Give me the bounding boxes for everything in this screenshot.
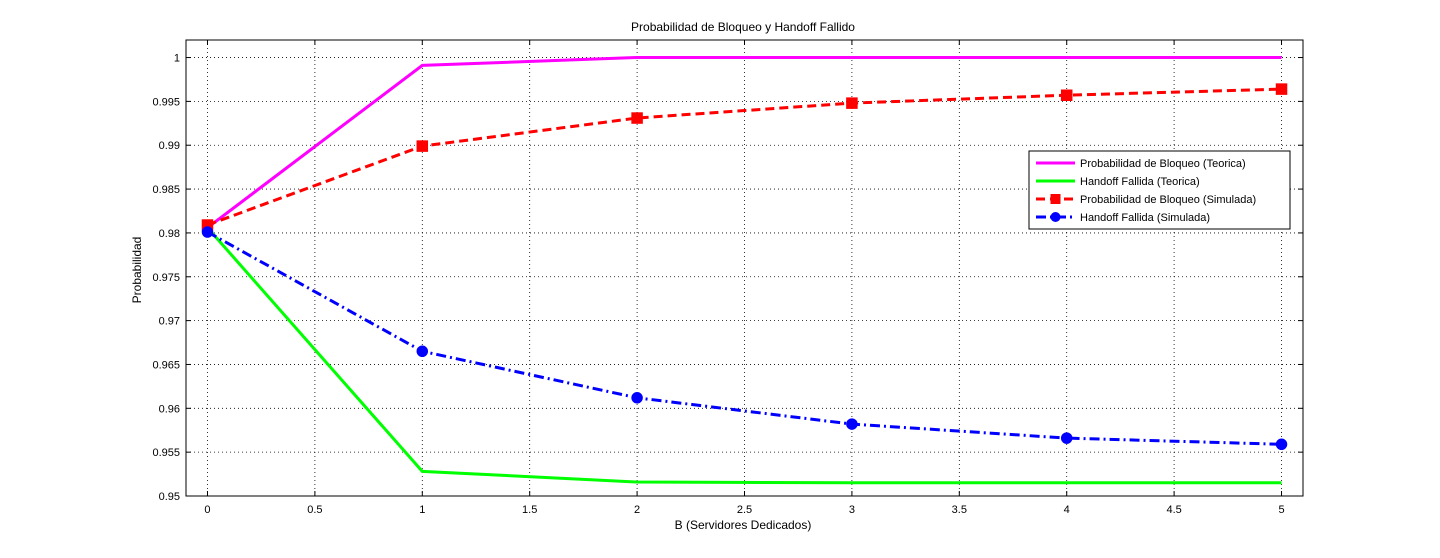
series-group: [201, 56, 1288, 485]
series-2-point: [1275, 83, 1288, 95]
x-tick-label: 4.5: [1166, 504, 1181, 516]
axis-ticks: 0 0.5 1 1.5 2 2.5 3 3.5 4 4.5 5 0.95 0.955 0.96 0.965 0…: [152, 40, 1303, 516]
x-tick-label: 0: [204, 504, 210, 516]
x-tick-label: 4: [1064, 504, 1070, 516]
chart-title: Probabilidad de Bloqueo y Handoff Fallid…: [631, 20, 855, 34]
x-tick-label: 2: [634, 504, 640, 516]
legend-label-0: Probabilidad de Bloqueo (Teorica): [1080, 158, 1246, 170]
series-2-point: [416, 140, 429, 152]
series-line-0: [206, 56, 1282, 229]
x-tick-label: 1.5: [522, 504, 537, 516]
y-tick-label: 0.99: [159, 140, 180, 152]
series-3-point: [631, 392, 643, 404]
series-3-point: [846, 418, 858, 430]
series-line-2: [206, 87, 1282, 227]
y-tick-label: 0.975: [152, 272, 180, 284]
legend-label-3: Handoff Fallida (Simulada): [1080, 212, 1210, 224]
series-line-1: [206, 226, 1282, 485]
legend-marker-2: [1050, 194, 1061, 204]
series-2-point: [846, 97, 858, 109]
legend-label-2: Probabilidad de Bloqueo (Simulada): [1080, 194, 1256, 206]
x-tick-label: 0.5: [307, 504, 322, 516]
series-line-3: [206, 230, 1282, 446]
x-tick-label: 5: [1278, 504, 1284, 516]
legend-marker-3: [1050, 212, 1061, 222]
legend-label-1: Handoff Fallida (Teorica): [1080, 176, 1200, 188]
series-3-point: [201, 226, 214, 238]
series-3-point: [416, 345, 429, 358]
x-tick-label: 3.5: [952, 504, 967, 516]
y-tick-label: 1: [174, 53, 180, 65]
x-axis-label: B (Servidores Dedicados): [675, 518, 812, 532]
y-tick-label: 0.985: [152, 184, 180, 196]
series-3-point: [1275, 438, 1288, 451]
series-3-point: [1060, 432, 1073, 444]
series-2-point: [631, 112, 643, 124]
series-2-point: [1060, 89, 1073, 101]
legend: Probabilidad de Bloqueo (Teorica) Handoff…: [1028, 150, 1291, 230]
y-tick-label: 0.995: [152, 96, 180, 108]
y-tick-label: 0.97: [159, 316, 180, 328]
grid: [186, 40, 1303, 497]
x-tick-label: 3: [849, 504, 855, 516]
y-tick-label: 0.98: [159, 228, 180, 240]
y-tick-label: 0.96: [159, 403, 180, 415]
x-tick-label: 1: [419, 504, 425, 516]
y-tick-label: 0.955: [152, 447, 180, 459]
x-tick-label: 2.5: [737, 504, 752, 516]
y-tick-label: 0.95: [159, 491, 180, 503]
y-axis-label: Probabilidad: [130, 237, 144, 304]
y-tick-label: 0.965: [152, 359, 180, 371]
